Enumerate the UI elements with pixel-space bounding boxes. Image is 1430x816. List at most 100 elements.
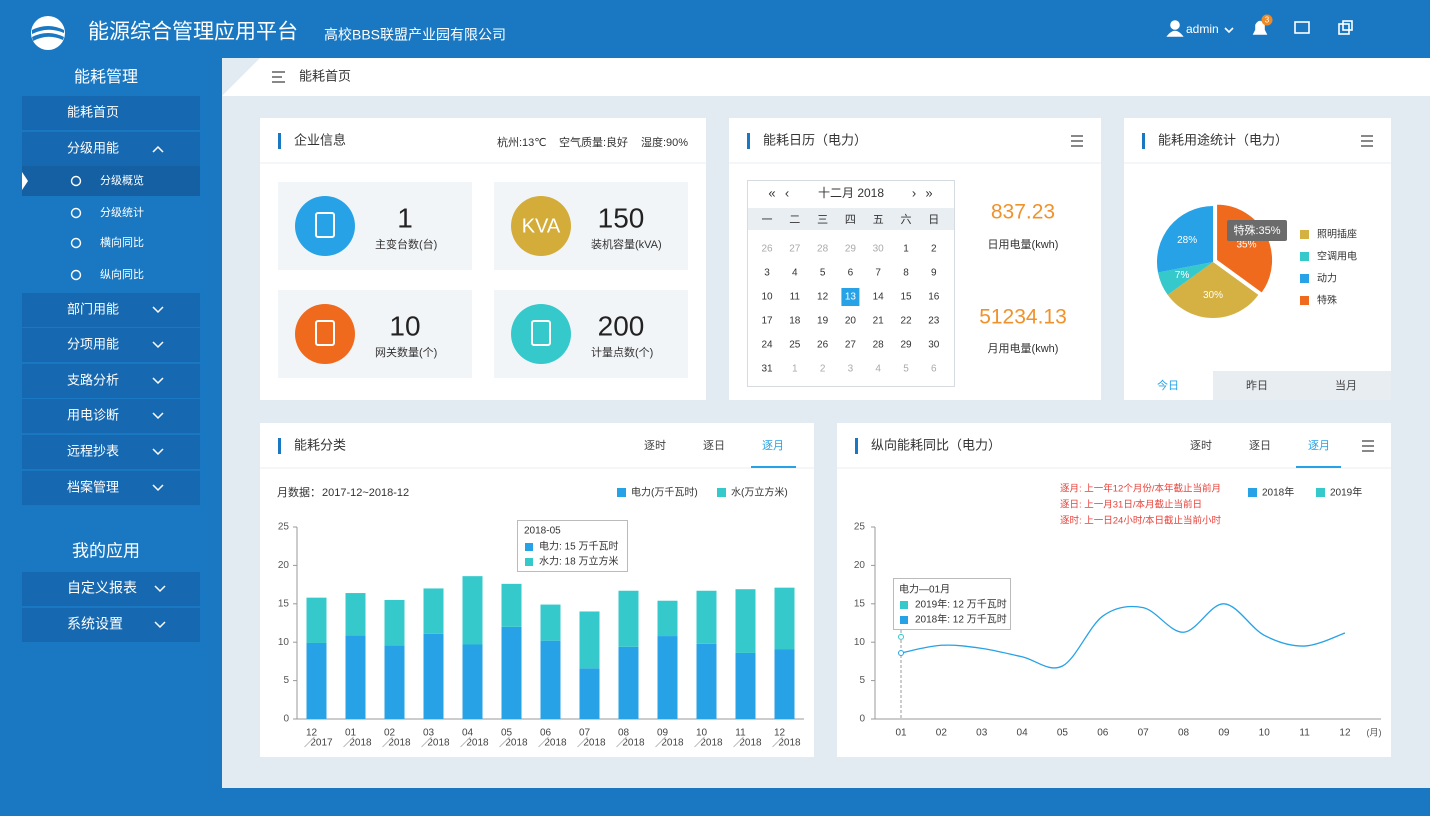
- calendar-day[interactable]: 19: [817, 316, 829, 327]
- menu-item[interactable]: 档案管理: [67, 479, 119, 494]
- calendar-day[interactable]: 25: [789, 340, 801, 351]
- app-item[interactable]: 系统设置: [67, 616, 123, 632]
- calendar-day[interactable]: 6: [848, 268, 854, 279]
- calendar-day[interactable]: 7: [875, 268, 881, 279]
- calendar-day[interactable]: 3: [764, 268, 770, 279]
- calendar-day[interactable]: 2: [931, 244, 937, 255]
- point-marker: [898, 633, 904, 640]
- calendar-day[interactable]: 10: [761, 292, 773, 303]
- menu-item[interactable]: 支路分析: [67, 372, 119, 387]
- tab[interactable]: 逐日: [1249, 439, 1271, 452]
- x-tick-slash: [733, 736, 744, 748]
- tab[interactable]: 逐时: [1190, 439, 1212, 452]
- x-tick-year: 2018: [427, 738, 450, 749]
- calendar-day[interactable]: 8: [903, 268, 909, 279]
- calendar-day[interactable]: 14: [873, 292, 885, 303]
- calendar-day[interactable]: 9: [931, 268, 937, 279]
- y-tick-label: 25: [854, 522, 866, 533]
- calendar-day[interactable]: 15: [900, 292, 912, 303]
- menu-item-bg[interactable]: [22, 608, 200, 642]
- tab[interactable]: 昨日: [1246, 379, 1268, 392]
- y-tick-label: 15: [854, 598, 866, 609]
- tab[interactable]: 逐时: [644, 439, 666, 452]
- weather-info: 杭州:13℃: [497, 135, 547, 149]
- calendar-day[interactable]: 29: [900, 340, 912, 351]
- app-item[interactable]: 自定义报表: [67, 580, 137, 596]
- calendar-day[interactable]: 30: [873, 244, 885, 255]
- menu-item[interactable]: 部门用能: [67, 301, 119, 316]
- tab-bg[interactable]: [1302, 371, 1391, 400]
- calendar-day[interactable]: 16: [928, 292, 940, 303]
- weekday: 五: [873, 214, 884, 226]
- calendar-day[interactable]: 4: [875, 364, 881, 375]
- title-marker: [855, 438, 858, 454]
- tab-bg[interactable]: [1124, 371, 1213, 400]
- menu-item[interactable]: 能耗首页: [67, 104, 119, 119]
- menu-item[interactable]: 分级用能: [67, 140, 119, 155]
- calendar-day[interactable]: 31: [761, 364, 773, 375]
- menu-item-bg[interactable]: [22, 399, 200, 433]
- menu-item-bg[interactable]: [22, 132, 200, 166]
- calendar-day[interactable]: 4: [792, 268, 798, 279]
- tab[interactable]: 逐月: [762, 439, 784, 452]
- calendar-day[interactable]: 27: [789, 244, 801, 255]
- menu-item-bg[interactable]: [22, 364, 200, 398]
- calendar-nav[interactable]: »: [925, 185, 932, 200]
- calendar-day[interactable]: 30: [928, 340, 940, 351]
- calendar-day[interactable]: 28: [817, 244, 829, 255]
- calendar-day[interactable]: 2: [820, 364, 826, 375]
- tab[interactable]: 当月: [1335, 378, 1357, 392]
- submenu-item[interactable]: 分级统计: [100, 206, 144, 219]
- menu-item-bg[interactable]: [22, 471, 200, 505]
- pie-slice: [1157, 206, 1213, 273]
- legend-swatch: [1300, 296, 1309, 305]
- breadcrumb-bar: [222, 58, 1430, 96]
- active-sub-bg: [22, 166, 200, 196]
- calendar-day[interactable]: 20: [845, 316, 857, 327]
- menu-item[interactable]: 远程抄表: [67, 443, 119, 458]
- calendar-day[interactable]: 13: [845, 292, 857, 303]
- submenu-item[interactable]: 纵向同比: [100, 267, 144, 281]
- menu-item-bg[interactable]: [22, 328, 200, 362]
- calendar-day[interactable]: 12: [817, 292, 829, 303]
- calendar-day[interactable]: 24: [761, 340, 773, 351]
- calendar-day[interactable]: 26: [761, 244, 773, 255]
- user-name[interactable]: admin: [1186, 22, 1219, 36]
- tab-bg[interactable]: [1213, 371, 1302, 400]
- calendar-day[interactable]: 27: [845, 340, 857, 351]
- menu-item-bg[interactable]: [22, 572, 200, 606]
- menu-item[interactable]: 用电诊断: [67, 407, 119, 422]
- tab[interactable]: 逐月: [1308, 439, 1330, 452]
- calendar-day[interactable]: 5: [903, 364, 909, 375]
- menu-item-bg[interactable]: [22, 96, 200, 130]
- calendar-day[interactable]: 11: [790, 292, 801, 303]
- calendar-day[interactable]: 26: [817, 340, 829, 351]
- calendar-day[interactable]: 28: [873, 340, 885, 351]
- menu-item-bg[interactable]: [22, 435, 200, 469]
- tab[interactable]: 今日: [1157, 378, 1179, 392]
- calendar-nav[interactable]: ›: [912, 185, 916, 200]
- calendar-day[interactable]: 21: [873, 316, 885, 327]
- tab[interactable]: 逐日: [703, 439, 725, 452]
- calendar-day[interactable]: 23: [928, 316, 940, 327]
- menu-toggle[interactable]: [272, 71, 285, 83]
- submenu-item[interactable]: 横向同比: [100, 235, 144, 249]
- calendar-day[interactable]: 5: [820, 268, 826, 279]
- calendar-day[interactable]: 3: [848, 364, 854, 375]
- calendar-nav[interactable]: ‹: [785, 185, 789, 200]
- calendar-day[interactable]: 18: [789, 316, 801, 327]
- calendar-day[interactable]: 6: [931, 364, 937, 375]
- tooltip: [1227, 220, 1287, 241]
- calendar-day[interactable]: 1: [792, 364, 798, 375]
- calendar-day[interactable]: 22: [900, 316, 912, 327]
- calendar-day[interactable]: 17: [761, 316, 773, 327]
- tooltip-line: 电力: 15 万千瓦时: [539, 540, 618, 553]
- calendar-nav[interactable]: «: [768, 185, 775, 200]
- menu-item-bg[interactable]: [22, 293, 200, 327]
- menu-item[interactable]: 分项用能: [67, 336, 119, 351]
- submenu-item[interactable]: 分级概览: [100, 173, 144, 187]
- calendar-day[interactable]: 29: [845, 244, 857, 255]
- x-tick-label: 01: [895, 728, 907, 739]
- calendar-day[interactable]: 1: [903, 244, 909, 255]
- x-tick-label: 03: [976, 728, 988, 739]
